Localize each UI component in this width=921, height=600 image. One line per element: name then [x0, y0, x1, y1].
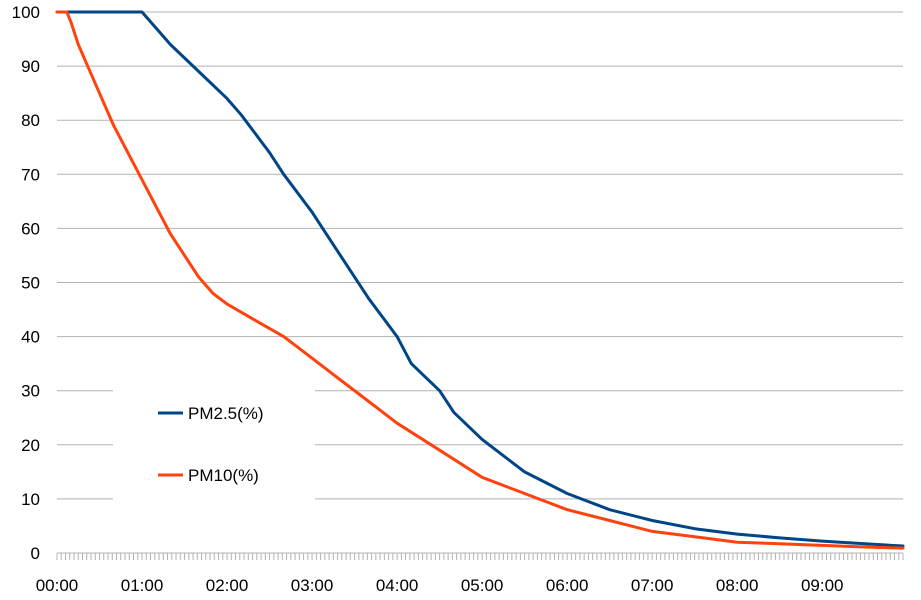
- series-lines: [55, 10, 905, 550]
- legend-label-pm10: PM10(%): [188, 466, 259, 485]
- y-tick-labels: 0 10 20 30 40 50 60 70 80 90 100: [12, 3, 40, 563]
- x-tick-label: 02:00: [206, 576, 249, 595]
- x-tick-label: 08:00: [716, 576, 759, 595]
- x-tick-label: 06:00: [546, 576, 589, 595]
- x-tick-label: 09:00: [801, 576, 844, 595]
- x-tick-labels: 00:00 01:00 02:00 03:00 04:00 05:00 06:00 07:00…: [36, 576, 844, 595]
- legend-box: [113, 388, 315, 500]
- x-tick-label: 00:00: [36, 576, 79, 595]
- x-tick-label: 04:00: [376, 576, 419, 595]
- y-tick-label: 40: [21, 328, 40, 347]
- y-tick-label: 30: [21, 382, 40, 401]
- y-tick-label: 80: [21, 111, 40, 130]
- y-tick-label: 60: [21, 219, 40, 238]
- x-minor-ticks: [56, 553, 904, 560]
- x-tick-label: 05:00: [461, 576, 504, 595]
- legend: PM2.5(%) PM10(%): [113, 388, 315, 500]
- y-tick-label: 100: [12, 3, 40, 22]
- series-line-pm10: [55, 10, 905, 550]
- x-tick-label: 03:00: [291, 576, 334, 595]
- x-tick-label: 07:00: [631, 576, 674, 595]
- y-tick-label: 10: [21, 490, 40, 509]
- y-tick-label: 50: [21, 274, 40, 293]
- series-line-pm25: [55, 10, 905, 548]
- y-tick-label: 0: [31, 544, 40, 563]
- legend-label-pm25: PM2.5(%): [188, 404, 264, 423]
- y-tick-label: 70: [21, 165, 40, 184]
- y-tick-label: 20: [21, 436, 40, 455]
- y-tick-label: 90: [21, 57, 40, 76]
- x-tick-label: 01:00: [121, 576, 164, 595]
